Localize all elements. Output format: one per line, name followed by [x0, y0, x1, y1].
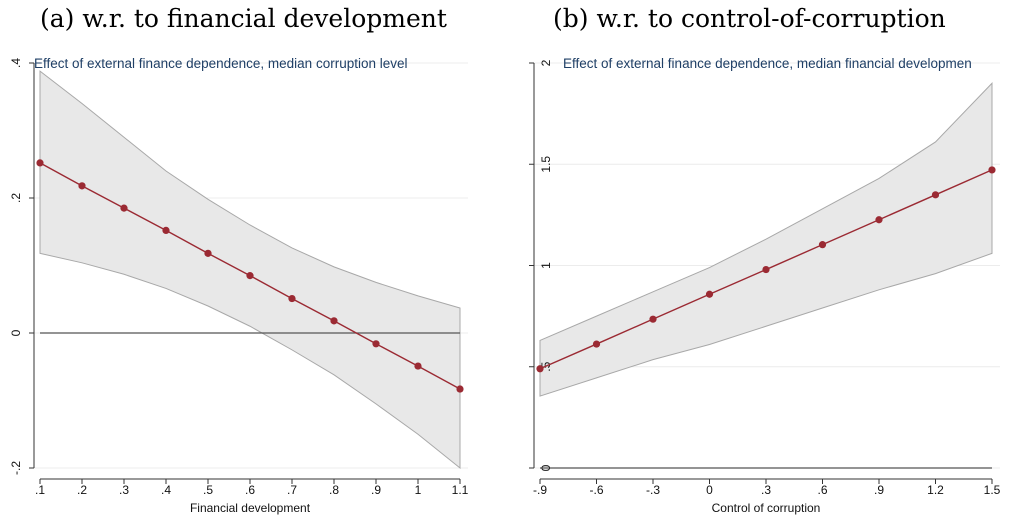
caption-panel-b: (b) w.r. to control-of-corruption	[553, 4, 946, 33]
x-tick-label-4: .3	[761, 483, 771, 497]
data-point-3: 0.4, 0.15	[162, 226, 170, 234]
x-tick-label-5: .6	[245, 483, 255, 497]
y-tick-label-0: 0	[539, 464, 553, 471]
y-tick-label-2: .2	[9, 193, 23, 203]
panel-a-financial-development: -.2 0 .2 .4 .1 .2 .3 .4 .5 .6 .7 .8 .9 1 1.1 Financial …	[9, 56, 468, 515]
panel-title: Effect of external finance dependence, m…	[34, 56, 408, 71]
y-tick-label-3: 1.5	[539, 156, 553, 173]
data-point-6: 0.7, 0.05	[288, 294, 296, 303]
x-tick-label-6: .7	[287, 483, 297, 497]
y-tick-label-0: -.2	[9, 461, 23, 475]
confidence-band	[39, 70, 461, 470]
data-point-2: -0.3, 0.74	[649, 315, 657, 323]
confidence-band	[539, 82, 993, 397]
data-point-6: 0.9, 1.23	[875, 216, 883, 224]
data-point-2: 0.3, 0.19	[120, 204, 128, 212]
data-point-7: 0.8, 0.02	[330, 317, 338, 325]
x-tick-label-8: .9	[371, 483, 381, 497]
x-tick-label-9: 1	[415, 483, 422, 497]
data-point-10: 1.1, -0.08	[456, 385, 464, 393]
y-tick-label-3: .4	[9, 58, 23, 68]
x-axis-title: Financial development	[190, 501, 311, 515]
x-tick-label-8: 1.5	[984, 483, 1001, 497]
data-point-9: 1, -0.05	[414, 362, 422, 370]
x-axis-title: Control of corruption	[712, 501, 821, 515]
x-tick-label-3: 0	[706, 483, 713, 497]
data-point-8: 1.5, 1.47	[988, 166, 996, 174]
x-tick-label-2: -.3	[646, 483, 660, 497]
data-point-1: -0.6, 0.61	[592, 340, 601, 348]
x-tick-label-6: .9	[874, 483, 884, 497]
x-tick-label-1: -.6	[589, 483, 603, 497]
data-point-0: 0.1, 0.25	[36, 159, 44, 167]
data-point-7: 1.2, 1.35	[931, 191, 940, 199]
y-tick-label-2: 1	[539, 262, 553, 269]
y-tick-label-1: 0	[9, 329, 23, 336]
data-point-5: 0.6, 0.09	[246, 272, 254, 280]
x-tick-label-2: .3	[119, 483, 129, 497]
data-point-1: 0.2, 0.22	[78, 182, 86, 190]
caption-panel-a: (a) w.r. to financial development	[40, 4, 447, 33]
data-point-4: 0.3, 0.98	[762, 265, 770, 274]
data-point-0: -0.9, 0.49	[536, 365, 544, 373]
x-tick-label-4: .5	[203, 483, 213, 497]
x-tick-label-5: .6	[817, 483, 827, 497]
data-point-4: 0.5, 0.12	[204, 249, 212, 257]
x-tick-label-1: .2	[77, 483, 87, 497]
panel-title: Effect of external finance dependence, m…	[563, 56, 972, 71]
x-tick-label-7: .8	[329, 483, 339, 497]
x-tick-label-10: 1.1	[452, 483, 469, 497]
x-tick-label-3: .4	[161, 483, 171, 497]
x-tick-label-0: -.9	[533, 483, 547, 497]
data-point-5: 0.6, 1.1	[818, 241, 827, 249]
y-tick-label-4: 2	[539, 59, 553, 66]
x-tick-label-7: 1.2	[927, 483, 944, 497]
data-point-8: 0.9, -0.02	[372, 340, 380, 348]
x-tick-label-0: .1	[35, 483, 45, 497]
data-point-3: 0, 0.86	[705, 290, 714, 298]
